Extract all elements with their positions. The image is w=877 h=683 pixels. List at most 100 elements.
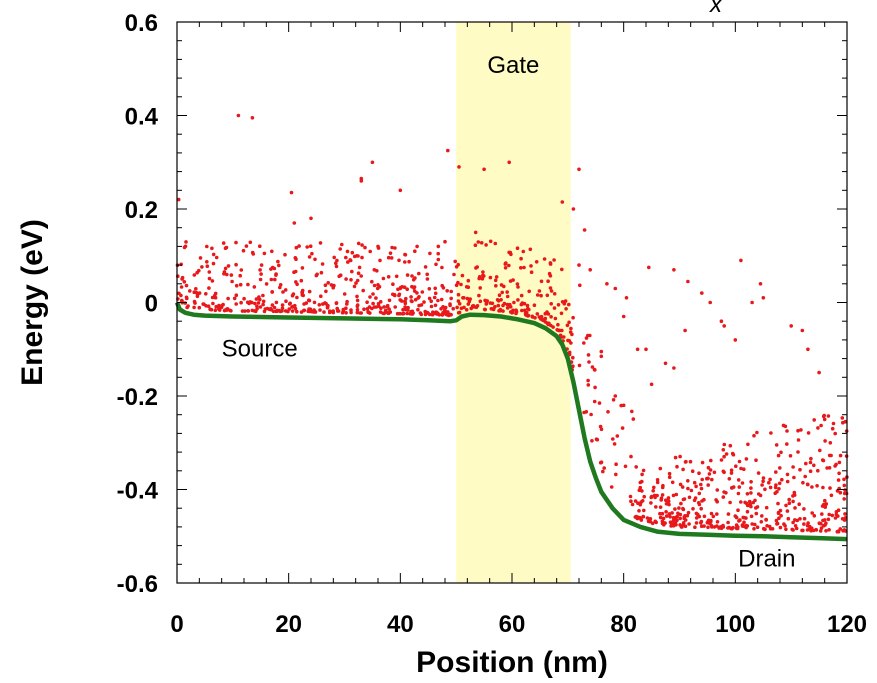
data-point: [307, 255, 312, 259]
data-point: [793, 524, 798, 528]
data-point: [675, 464, 679, 469]
data-point: [205, 260, 209, 264]
data-point: [564, 307, 568, 311]
data-point: [401, 311, 406, 316]
data-point: [253, 301, 257, 306]
data-point: [326, 303, 330, 308]
data-point: [739, 258, 743, 263]
data-point: [582, 410, 586, 415]
data-point: [342, 292, 347, 296]
data-point: [436, 298, 440, 303]
data-point: [489, 307, 494, 311]
data-point: [667, 471, 672, 476]
data-point: [740, 481, 745, 485]
data-point: [750, 300, 754, 305]
data-point: [774, 518, 779, 523]
data-point: [806, 521, 810, 525]
data-point: [652, 485, 656, 490]
data-point: [722, 454, 726, 459]
data-point: [830, 513, 835, 518]
data-point: [319, 270, 324, 275]
data-point: [192, 290, 196, 295]
data-point: [613, 286, 618, 291]
data-point: [824, 521, 828, 525]
x-tick-label: 120: [827, 611, 867, 638]
data-point: [791, 494, 795, 498]
data-point: [641, 514, 646, 519]
data-point: [658, 511, 662, 516]
data-point: [680, 485, 685, 489]
data-point: [501, 309, 505, 313]
data-point: [815, 484, 819, 488]
data-point: [403, 307, 408, 312]
data-point: [294, 245, 299, 250]
data-point: [520, 301, 525, 305]
data-point: [210, 279, 215, 283]
data-point: [223, 266, 228, 271]
data-point: [745, 509, 750, 514]
data-point: [827, 528, 831, 532]
data-point: [737, 485, 742, 489]
data-point: [820, 504, 825, 508]
data-point: [496, 303, 501, 308]
data-point: [204, 292, 208, 296]
data-point: [614, 462, 618, 467]
data-point: [562, 301, 567, 306]
data-point: [653, 519, 658, 524]
data-point: [542, 257, 547, 261]
data-point: [410, 274, 414, 278]
data-point: [557, 328, 561, 333]
data-point: [660, 511, 665, 516]
data-point: [493, 278, 498, 283]
data-point: [413, 297, 418, 302]
data-point: [556, 322, 560, 327]
data-point: [755, 525, 760, 529]
data-point: [774, 470, 778, 474]
data-point: [440, 312, 445, 317]
data-point: [292, 221, 297, 225]
data-point: [394, 274, 399, 279]
y-tick-label: 0.4: [125, 104, 159, 131]
data-point: [400, 299, 404, 303]
data-point: [597, 401, 602, 405]
data-point: [467, 299, 472, 304]
data-point: [405, 311, 410, 316]
data-point: [747, 499, 752, 504]
data-point: [354, 281, 358, 285]
data-point: [829, 453, 833, 458]
data-point: [254, 297, 259, 301]
data-point: [205, 264, 210, 269]
data-point: [244, 244, 249, 248]
data-point: [378, 300, 383, 304]
data-point: [391, 292, 395, 297]
data-point: [682, 516, 686, 521]
data-point: [277, 263, 281, 268]
data-point: [217, 307, 221, 311]
data-point: [801, 480, 805, 485]
data-point: [736, 508, 740, 512]
data-point: [259, 272, 263, 276]
data-point: [828, 486, 832, 490]
data-point: [810, 485, 814, 489]
data-point: [350, 250, 355, 255]
data-point: [776, 501, 780, 506]
data-point: [386, 311, 390, 315]
data-point: [688, 459, 693, 464]
data-point: [678, 482, 683, 487]
data-point: [516, 285, 520, 289]
data-point: [508, 305, 513, 309]
data-point: [320, 262, 325, 266]
data-point: [409, 311, 413, 316]
data-point: [736, 478, 741, 482]
data-point: [681, 467, 685, 472]
data-point: [507, 263, 511, 268]
data-point: [535, 293, 540, 297]
data-point: [731, 525, 735, 530]
data-point: [764, 518, 768, 522]
data-point: [302, 308, 306, 313]
data-point: [582, 341, 586, 345]
data-point: [761, 479, 765, 484]
data-point: [708, 300, 712, 305]
data-point: [529, 264, 533, 268]
data-point: [738, 518, 742, 522]
